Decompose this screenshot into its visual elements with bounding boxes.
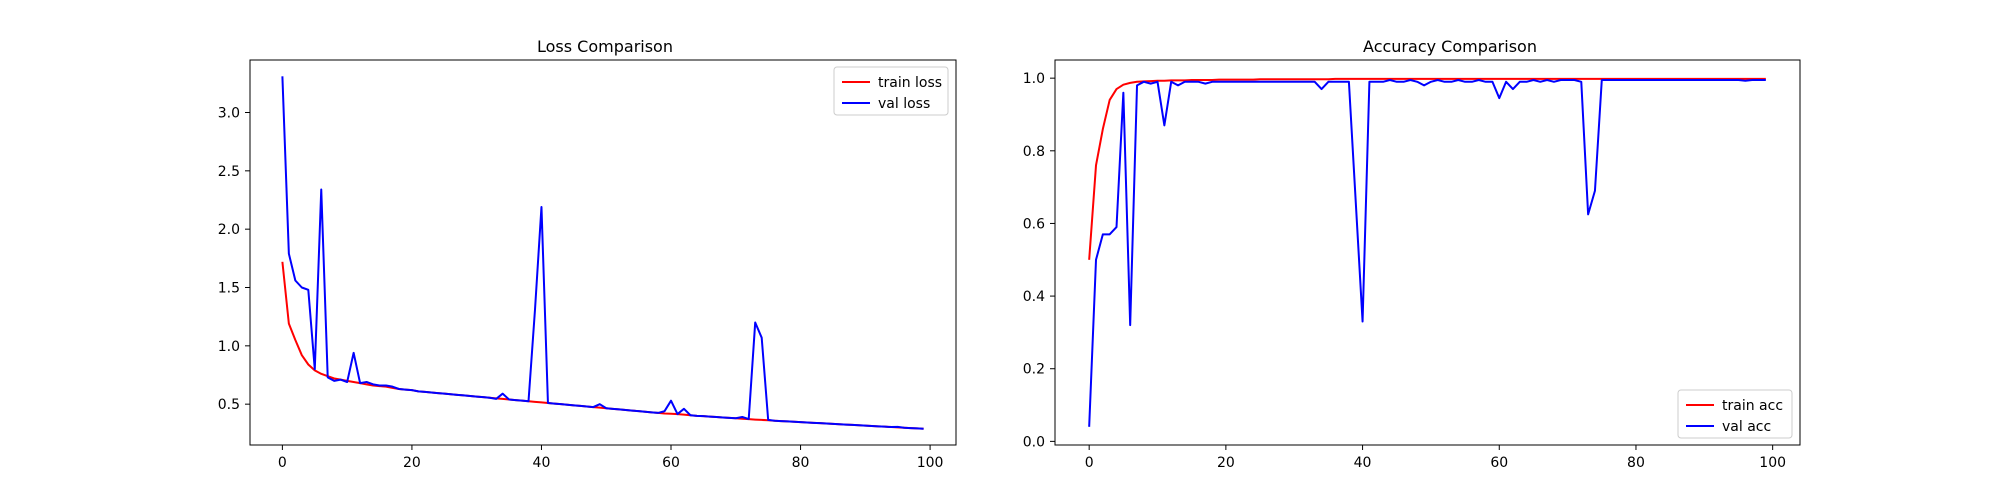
accuracy-chart-title: Accuracy Comparison — [1363, 37, 1537, 56]
loss-x-tick-label: 20 — [403, 455, 421, 471]
loss-series-line-train-loss — [281, 261, 924, 430]
loss-chart-panel: Loss Comparison 0 20 40 60 80 100 0.5 1.0 1.5 2.0… — [218, 37, 957, 471]
loss-y-tick-label: 1.5 — [218, 281, 240, 297]
loss-y-tick-label: 0.5 — [218, 397, 240, 413]
loss-axes-frame — [249, 59, 957, 446]
accuracy-axes-frame — [1054, 59, 1801, 446]
loss-legend: train loss val loss — [833, 66, 949, 116]
loss-x-tick-label: 100 — [917, 455, 944, 471]
loss-x-tick-label: 40 — [533, 455, 551, 471]
loss-plot-area: 0 20 40 60 80 100 0.5 1.0 1.5 2.0 2.5 3.0 — [218, 59, 957, 471]
loss-y-tick-label: 1.0 — [218, 339, 240, 355]
accuracy-y-tick-label: 0.8 — [1023, 144, 1045, 160]
accuracy-legend-label: val acc — [1722, 419, 1771, 435]
accuracy-series-line-val-acc — [1088, 78, 1766, 427]
accuracy-legend: train acc val acc — [1677, 389, 1793, 439]
accuracy-x-tick-label: 60 — [1490, 455, 1508, 471]
loss-x-tick-label: 80 — [792, 455, 810, 471]
loss-y-tick-label: 3.0 — [218, 106, 240, 122]
loss-x-tick-label: 0 — [278, 455, 287, 471]
loss-y-tick-label: 2.0 — [218, 222, 240, 238]
loss-x-tick-label: 60 — [662, 455, 680, 471]
accuracy-x-tick-label: 20 — [1217, 455, 1235, 471]
accuracy-x-tick-label: 100 — [1759, 455, 1786, 471]
accuracy-x-tick-label: 40 — [1354, 455, 1372, 471]
loss-y-tick-label: 2.5 — [218, 164, 240, 180]
accuracy-legend-label: train acc — [1722, 398, 1783, 414]
accuracy-y-tick-label: 0.0 — [1023, 434, 1045, 450]
loss-series-line-val-loss — [281, 76, 924, 430]
accuracy-x-tick-label: 0 — [1085, 455, 1094, 471]
accuracy-y-tick-label: 0.6 — [1023, 216, 1045, 232]
loss-chart-title: Loss Comparison — [537, 37, 673, 56]
accuracy-y-tick-label: 1.0 — [1023, 71, 1045, 87]
accuracy-y-tick-label: 0.4 — [1023, 289, 1045, 305]
accuracy-plot-area: 0 20 40 60 80 100 0.0 0.2 0.4 0.6 0.8 1.0 — [1023, 59, 1801, 471]
accuracy-y-tick-label: 0.2 — [1023, 362, 1045, 378]
accuracy-x-tick-label: 80 — [1627, 455, 1645, 471]
accuracy-series-line-train-acc — [1088, 77, 1766, 260]
loss-legend-label: val loss — [878, 96, 930, 112]
loss-legend-label: train loss — [878, 75, 942, 91]
accuracy-chart-panel: Accuracy Comparison 0 20 40 60 80 100 0.0 0.2 0.… — [1023, 37, 1801, 471]
